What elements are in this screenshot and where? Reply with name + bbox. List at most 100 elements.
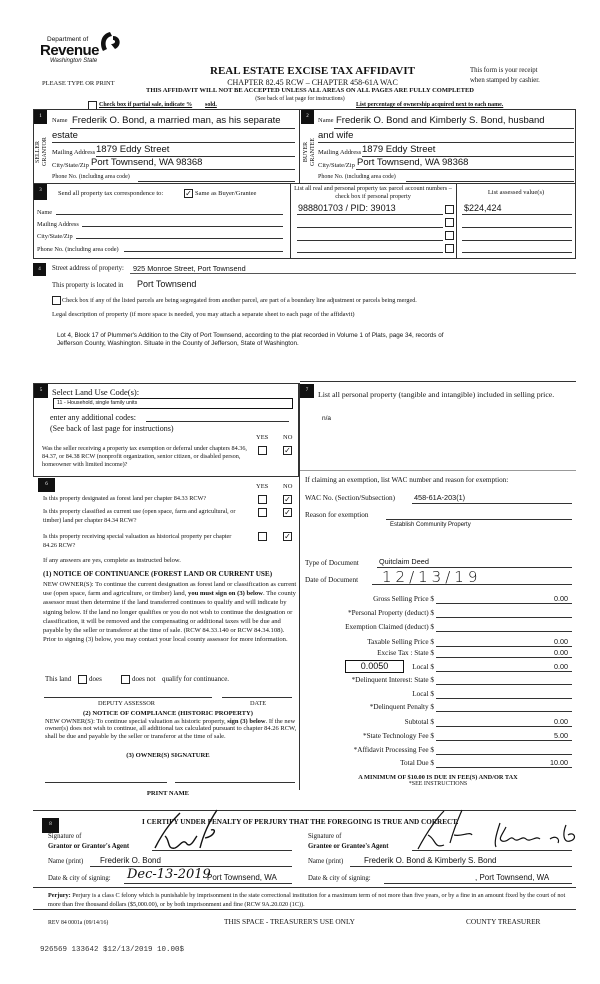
- minimum-note: A MINIMUM OF $10.00 IS DUE IN FEE(S) AND…: [358, 774, 518, 781]
- fee-value-field[interactable]: 0.00: [554, 648, 568, 657]
- does-checkbox[interactable]: [78, 675, 87, 684]
- buyer-name-field[interactable]: Frederik O. Bond and Kimberly S. Bond, h…: [336, 115, 545, 126]
- located-field[interactable]: Port Townsend: [137, 279, 197, 289]
- form-revision: REV 84 0001a (09/14/16): [48, 920, 109, 926]
- section-2-number: 2: [301, 110, 314, 124]
- owner-signature-label: (3) OWNER(S) SIGNATURE: [126, 752, 210, 759]
- chapter-line: CHAPTER 82.45 RCW – CHAPTER 458-61A WAC: [227, 78, 398, 87]
- section-1-number: 1: [34, 110, 47, 124]
- exemption-no-checkbox[interactable]: ✓: [283, 446, 292, 455]
- located-label: This property is located in: [52, 282, 124, 289]
- percentage-note: List percentage of ownership acquired ne…: [356, 102, 504, 108]
- segregation-checkbox[interactable]: [52, 296, 61, 305]
- reason-field[interactable]: Establish Community Property: [390, 522, 471, 528]
- fee-value-field[interactable]: 5.00: [554, 731, 568, 740]
- local-rate-field[interactable]: 0.0050: [360, 661, 389, 671]
- fee-underline: [436, 684, 572, 685]
- doc-date-field[interactable]: 12/13/19: [382, 568, 482, 586]
- fee-underline: [436, 657, 572, 658]
- yes-header: YES: [256, 483, 269, 490]
- wac-field[interactable]: 458-61A-203(1): [414, 493, 466, 502]
- additional-codes-label: enter any additional codes:: [50, 413, 136, 422]
- grantee-signature[interactable]: [410, 805, 590, 853]
- land-use-code-field[interactable]: 11 - Household, single family units: [53, 398, 293, 409]
- fee-underline: [436, 767, 572, 768]
- notice-continuance-title: (1) NOTICE OF CONTINUANCE (FOREST LAND O…: [43, 570, 273, 578]
- street-field[interactable]: 925 Monroe Street, Port Townsend: [133, 264, 246, 273]
- fee-value-field[interactable]: 0.00: [554, 637, 568, 646]
- buyer-side-label: BUYER GRANTEE: [303, 138, 316, 166]
- receipt-stamp: 926569 133642 $12/13/2019 10.00$: [40, 946, 185, 954]
- personal-property-field[interactable]: n/a: [322, 415, 332, 422]
- fee-underline: [436, 617, 572, 618]
- fee-underline: [436, 740, 572, 741]
- grantor-signature[interactable]: [145, 808, 225, 853]
- grantor-name-field[interactable]: Frederik O. Bond: [100, 856, 161, 865]
- logo-revenue: Revenue: [40, 42, 100, 59]
- forest-land-question: Is this property designated as forest la…: [43, 495, 207, 502]
- label: City/State/Zip: [52, 162, 89, 169]
- buyer-mailing-field[interactable]: 1879 Eddy Street: [362, 144, 436, 155]
- doc-type-field[interactable]: Quitclaim Deed: [379, 557, 429, 566]
- historic-no-checkbox[interactable]: ✓: [283, 532, 292, 541]
- section-8-number: 8: [42, 818, 59, 833]
- personal-property-checkbox[interactable]: [445, 244, 454, 253]
- parcel-field[interactable]: 988801703 / PID: 39013: [298, 203, 396, 213]
- fee-label: *State Technology Fee $: [362, 732, 434, 740]
- section-6-number: 6: [38, 478, 55, 492]
- wac-label: WAC No. (Section/Subsection): [305, 494, 396, 502]
- personal-property-label: List all personal property (tangible and…: [318, 390, 555, 399]
- fee-value-field[interactable]: 0.00: [554, 594, 568, 603]
- same-as-buyer-checkbox[interactable]: ✓: [184, 189, 193, 198]
- grantor-date-field[interactable]: Dec-13-2019: [127, 867, 211, 882]
- buyer-name-field-2[interactable]: and wife: [318, 130, 354, 141]
- label: Phone No. (including area code): [37, 246, 119, 253]
- does-not-checkbox[interactable]: [121, 675, 130, 684]
- seller-name-field[interactable]: Frederik O. Bond, a married man, as his …: [72, 115, 281, 126]
- fee-underline: [436, 698, 572, 699]
- current-use-yes-checkbox[interactable]: [258, 508, 267, 517]
- fee-label: *Personal Property (deduct) $: [347, 609, 434, 617]
- assessed-value-field[interactable]: $224,424: [464, 203, 502, 213]
- current-use-no-checkbox[interactable]: ✓: [283, 508, 292, 517]
- label: City/State/Zip: [37, 233, 73, 240]
- fee-underline: [436, 646, 572, 647]
- assessed-header: List assessed value(s): [487, 189, 545, 196]
- if-yes-note: If any answers are yes, complete as inst…: [43, 557, 181, 564]
- personal-property-checkbox[interactable]: [445, 218, 454, 227]
- grantor-city-field[interactable]: Port Townsend, WA: [207, 873, 277, 882]
- label: Mailing Address: [318, 149, 362, 156]
- this-land-label: This land: [45, 675, 72, 683]
- forest-no-checkbox[interactable]: ✓: [283, 495, 292, 504]
- fee-value-field[interactable]: 0.00: [554, 662, 568, 671]
- historic-yes-checkbox[interactable]: [258, 532, 267, 541]
- please-type: PLEASE TYPE OR PRINT: [42, 80, 115, 87]
- fee-label: *Delinquent Interest: State $: [351, 676, 434, 684]
- fee-value-field[interactable]: 0.00: [554, 717, 568, 726]
- logo-state: Washington State: [50, 58, 98, 64]
- seller-side-label: SELLER GRANTOR: [35, 137, 48, 166]
- personal-property-checkbox[interactable]: [445, 231, 454, 240]
- seller-mailing-field[interactable]: 1879 Eddy Street: [96, 144, 170, 155]
- fee-label: Taxable Selling Price $: [367, 638, 434, 646]
- notice-compliance-title: (2) NOTICE OF COMPLIANCE (HISTORIC PROPE…: [83, 710, 253, 717]
- doc-date-label: Date of Document: [305, 576, 359, 584]
- grantee-city-field[interactable]: , Port Townsend, WA: [475, 873, 550, 882]
- buyer-city-field[interactable]: Port Townsend, WA 98368: [357, 157, 469, 168]
- send-correspondence-label: Send all property tax correspondence to:: [58, 190, 164, 197]
- date-label: DATE: [250, 700, 267, 707]
- seller-city-field[interactable]: Port Townsend, WA 98368: [91, 157, 203, 168]
- label: City/State/Zip: [318, 162, 355, 169]
- fee-underline: [436, 726, 572, 727]
- personal-property-checkbox[interactable]: [445, 205, 454, 214]
- historic-question: Is this property receiving special valua…: [43, 533, 232, 549]
- label: Name (print): [48, 858, 84, 865]
- grantee-name-field[interactable]: Frederik O. Bond & Kimberly S. Bond: [364, 856, 497, 865]
- fee-label: Excise Tax : State $: [377, 649, 434, 657]
- seller-name-field-2[interactable]: estate: [52, 130, 78, 141]
- section-3-number: 3: [34, 184, 47, 200]
- legal-description[interactable]: Lot 4, Block 17 of Plummer's Addition to…: [57, 332, 444, 347]
- exemption-yes-checkbox[interactable]: [258, 446, 267, 455]
- fee-value-field[interactable]: 10.00: [550, 758, 568, 767]
- forest-yes-checkbox[interactable]: [258, 495, 267, 504]
